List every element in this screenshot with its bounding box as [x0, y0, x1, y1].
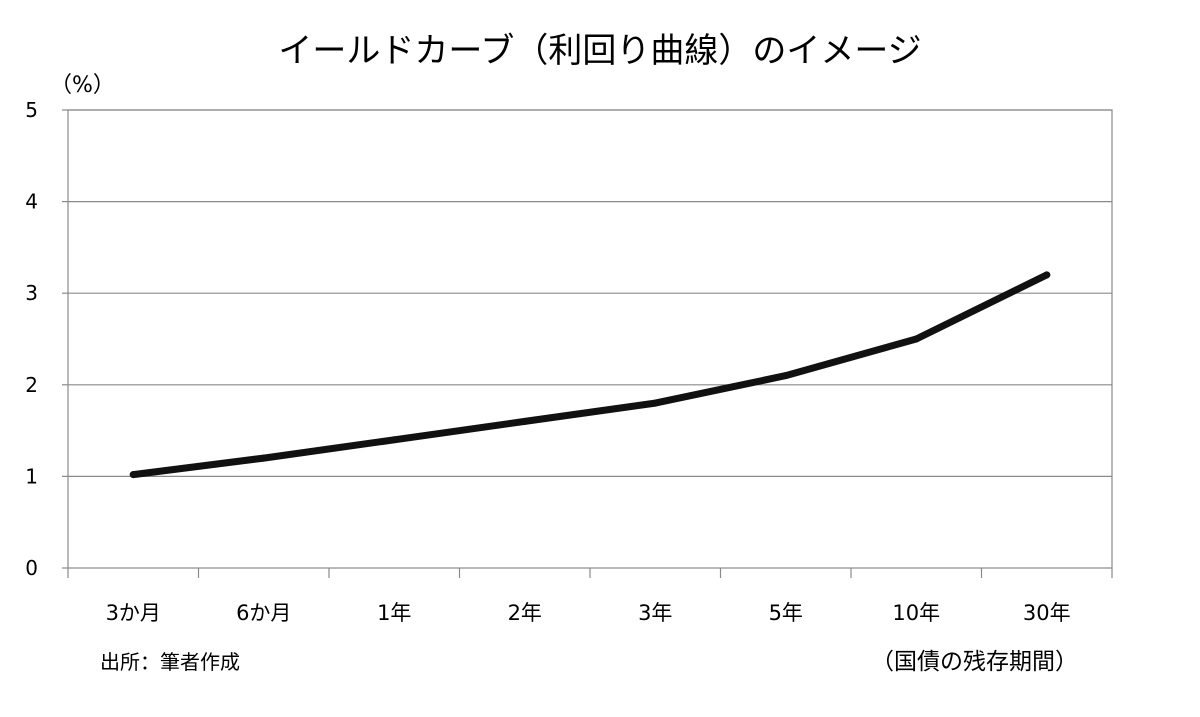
- x-axis-label: （国債の残存期間）: [871, 649, 1078, 675]
- y-tick-label-1: 1: [25, 464, 38, 488]
- x-tick-label-0: 3か月: [106, 601, 161, 625]
- chart-title: イールドカーブ（利回り曲線）のイメージ: [278, 31, 921, 71]
- series-line-0: [129, 271, 1051, 479]
- data-point-0-2: [390, 436, 398, 444]
- data-point-0-1: [260, 454, 268, 462]
- series-layer: [129, 271, 1051, 479]
- x-tick-label-4: 3年: [638, 601, 672, 625]
- data-point-0-4: [651, 399, 659, 407]
- data-point-0-0: [129, 471, 137, 479]
- data-point-0-5: [782, 372, 790, 380]
- source-note: 出所：筆者作成: [100, 650, 240, 674]
- x-tick-label-1: 6か月: [236, 601, 291, 625]
- y-tick-label-3: 3: [25, 281, 38, 305]
- x-tick-label-6: 10年: [892, 601, 940, 625]
- x-axis: 3か月 6か月 1年 2年 3年 5年 10年 30年: [67, 568, 1113, 625]
- y-axis-unit-label: （%）: [50, 73, 115, 98]
- x-tick-label-7: 30年: [1023, 601, 1071, 625]
- y-tick-label-5: 5: [25, 98, 38, 122]
- x-tick-label-5: 5年: [769, 601, 803, 625]
- gridlines: [68, 109, 1112, 477]
- data-point-0-7: [1043, 271, 1051, 279]
- y-axis: 0 1 2 3 4 5: [25, 98, 68, 580]
- y-tick-label-2: 2: [25, 373, 38, 397]
- x-tick-label-3: 2年: [508, 601, 542, 625]
- data-point-0-6: [912, 335, 920, 343]
- y-tick-label-4: 4: [25, 190, 38, 214]
- y-tick-label-0: 0: [25, 556, 38, 580]
- x-tick-label-2: 1年: [377, 601, 411, 625]
- plot-frame: [67, 109, 1113, 569]
- data-point-0-3: [521, 417, 529, 425]
